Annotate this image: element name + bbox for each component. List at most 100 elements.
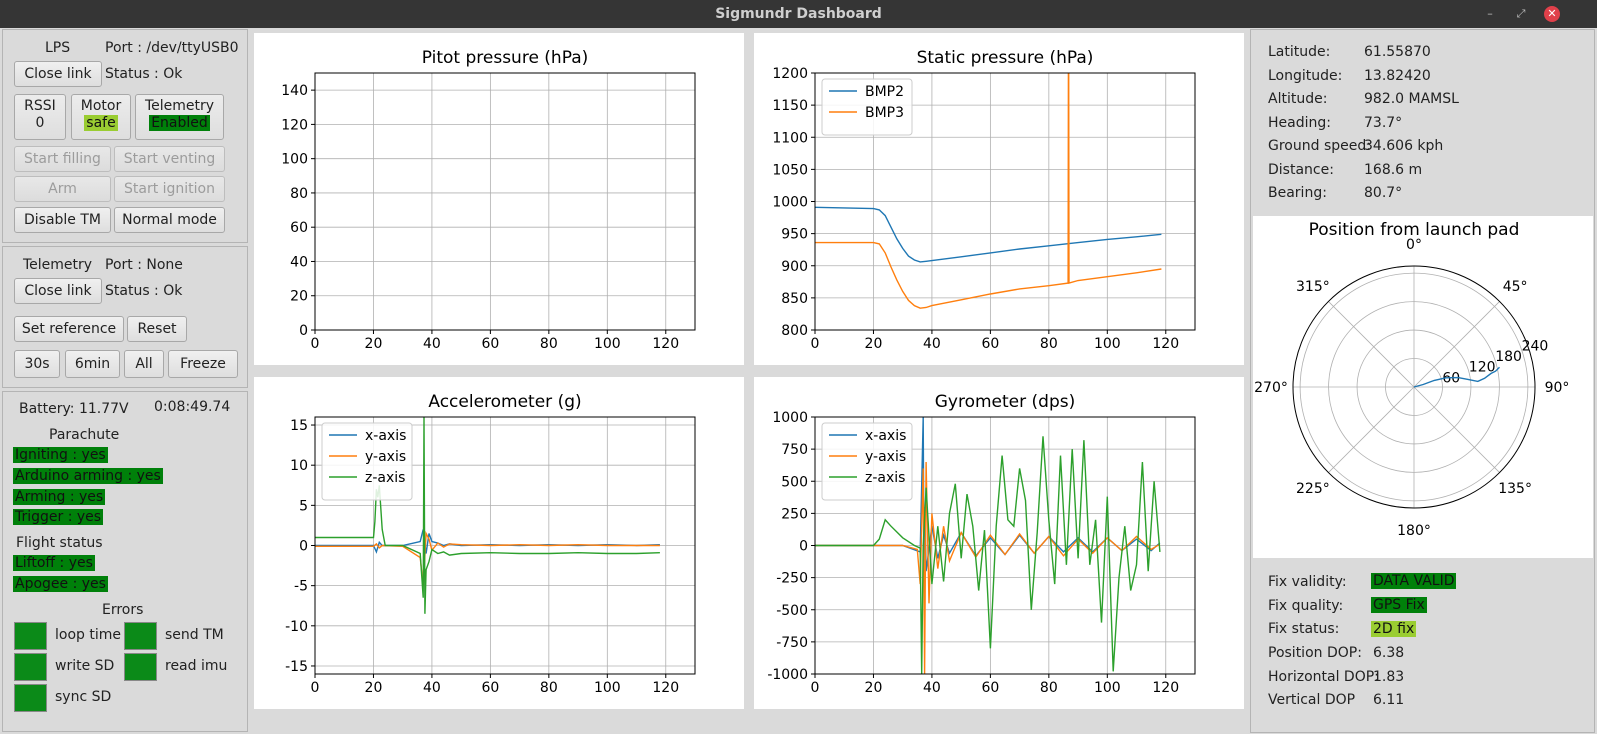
x-tick-label: 20 [365,680,383,696]
y-tick-label: -15 [285,659,308,675]
parachute-igniting: Igniting : yes [13,447,108,463]
lps-close-link-button[interactable]: Close link [14,61,102,87]
gps-value: 982.0 MAMSL [1364,91,1459,107]
start-filling-button[interactable]: Start filling [14,146,111,172]
x-tick-label: 100 [594,680,621,696]
plot-area [815,73,1162,309]
accelerometer-chart: Accelerometer (g)0 20 40 60 80 100 120-15-10-5… [285,392,696,696]
polar-angle-label: 45° [1503,279,1528,295]
chart-title: Gyrometer (dps) [935,392,1076,412]
arm-button[interactable]: Arm [14,176,111,202]
x-tick-label: 60 [981,680,999,696]
lps-panel: LPS Port : /dev/ttyUSB0 Close link Statu… [2,29,248,243]
y-tick-label: 800 [781,323,808,339]
polar-grid-spoke [1413,386,1500,473]
y-tick-label: -750 [776,635,808,651]
gps-label: Altitude: [1268,91,1328,107]
error-indicator-write-sd [14,653,47,681]
fix-validity-badge: DATA VALID [1371,573,1457,589]
series-line-y-axis [815,461,1161,674]
series-line-BMP2 [815,206,1162,263]
x-tick-label: 40 [423,680,441,696]
legend-label: y-axis [865,449,906,465]
error-indicator-send-tm [124,622,157,650]
error-indicator-read-imu [124,653,157,681]
x-tick-label: 100 [1094,336,1121,352]
legend-label: x-axis [865,428,906,444]
motor-label: Motor [80,98,122,114]
minimize-button[interactable]: – [1487,7,1493,20]
legend-label: BMP2 [865,84,904,100]
disable-tm-button[interactable]: Disable TM [14,207,111,233]
y-tick-label: 850 [781,291,808,307]
normal-mode-button[interactable]: Normal mode [114,207,225,233]
x-tick-label: 120 [1152,336,1179,352]
start-venting-button[interactable]: Start venting [114,146,225,172]
close-window-button[interactable]: ✕ [1544,6,1560,22]
error-label-sync-sd: sync SD [55,689,112,705]
y-tick-label: 500 [781,474,808,490]
y-tick-label: 40 [290,254,308,270]
y-tick-label: 1100 [772,130,808,146]
range-6min-button[interactable]: 6min [65,350,120,378]
x-tick-label: 20 [865,680,883,696]
range-all-button[interactable]: All [124,350,164,378]
plot-frame [314,416,696,675]
static-pressure-plot: Static pressure (hPa) 0 20 40 60 80 100 120 800 8… [754,33,1244,365]
battery-voltage: Battery: 11.77V [19,401,129,417]
y-tick-label: 0 [299,539,308,555]
fix-status-label: Fix status: [1268,621,1340,637]
gyrometer-chart: Gyrometer (dps) 0 20 40 60 80 100 120 -1000 -750 -… [767,392,1196,696]
telemetry-state-badge: Enabled [149,115,210,131]
y-tick-label: 140 [281,83,308,99]
rssi-box: RSSI 0 [14,94,66,140]
series-line-z-axis [815,436,1161,674]
polar-radius-label: 240 [1522,338,1549,354]
restore-button[interactable]: ⤢ [1516,7,1526,20]
x-tick-label: 20 [365,336,383,352]
polar-grid-spoke [1328,386,1415,473]
parachute-arduino-arming: Arduino arming : yes [13,468,163,484]
parachute-trigger: Trigger : yes [13,509,104,525]
telemetry-close-link-button[interactable]: Close link [14,278,102,304]
position-dop-value: 6.38 [1373,645,1405,661]
x-tick-label: 60 [981,336,999,352]
telemetry-status: Status : Ok [105,283,183,299]
range-30s-button[interactable]: 30s [14,350,60,378]
error-label-loop-time: loop time [55,627,121,643]
x-tick-label: 80 [1040,680,1058,696]
x-tick-label: 120 [652,336,679,352]
legend-label: z-axis [865,470,905,486]
x-tick-label: 80 [540,336,558,352]
chart-title: Pitot pressure (hPa) [422,48,589,68]
legend-label: z-axis [365,470,405,486]
y-tick-label: 60 [290,220,308,236]
x-tick-label: 0 [811,680,820,696]
gps-value: 80.7° [1364,185,1403,201]
reset-button[interactable]: Reset [127,316,187,342]
trajectory-line [1413,366,1500,388]
gps-panel: Latitude: 61.55870 Longitude: 13.82420 Altit… [1250,29,1595,733]
x-tick-label: 100 [1094,680,1121,696]
y-tick-label: 1200 [772,66,808,82]
x-tick-label: 60 [481,336,499,352]
series-line-x-axis [315,529,660,554]
y-tick-label: 5 [299,498,308,514]
set-reference-button[interactable]: Set reference [14,316,124,342]
rssi-label: RSSI [24,98,56,114]
series-line-y-axis [315,530,660,586]
fix-status-badge: 2D fix [1371,621,1417,637]
gps-label: Bearing: [1268,185,1327,201]
freeze-button[interactable]: Freeze [168,350,238,378]
legend: x-axis y-axis z-axis [321,422,413,501]
telemetry-port: Port : None [105,257,183,273]
flight-status-title: Flight status [16,535,103,551]
start-ignition-button[interactable]: Start ignition [114,176,225,202]
x-tick-label: 80 [1040,336,1058,352]
y-tick-label: 80 [290,186,308,202]
polar-grid-spoke [1328,301,1415,388]
lps-port: Port : /dev/ttyUSB0 [105,40,239,56]
y-tick-label: -10 [285,619,308,635]
x-tick-label: 0 [311,680,320,696]
x-tick-label: 120 [1152,680,1179,696]
